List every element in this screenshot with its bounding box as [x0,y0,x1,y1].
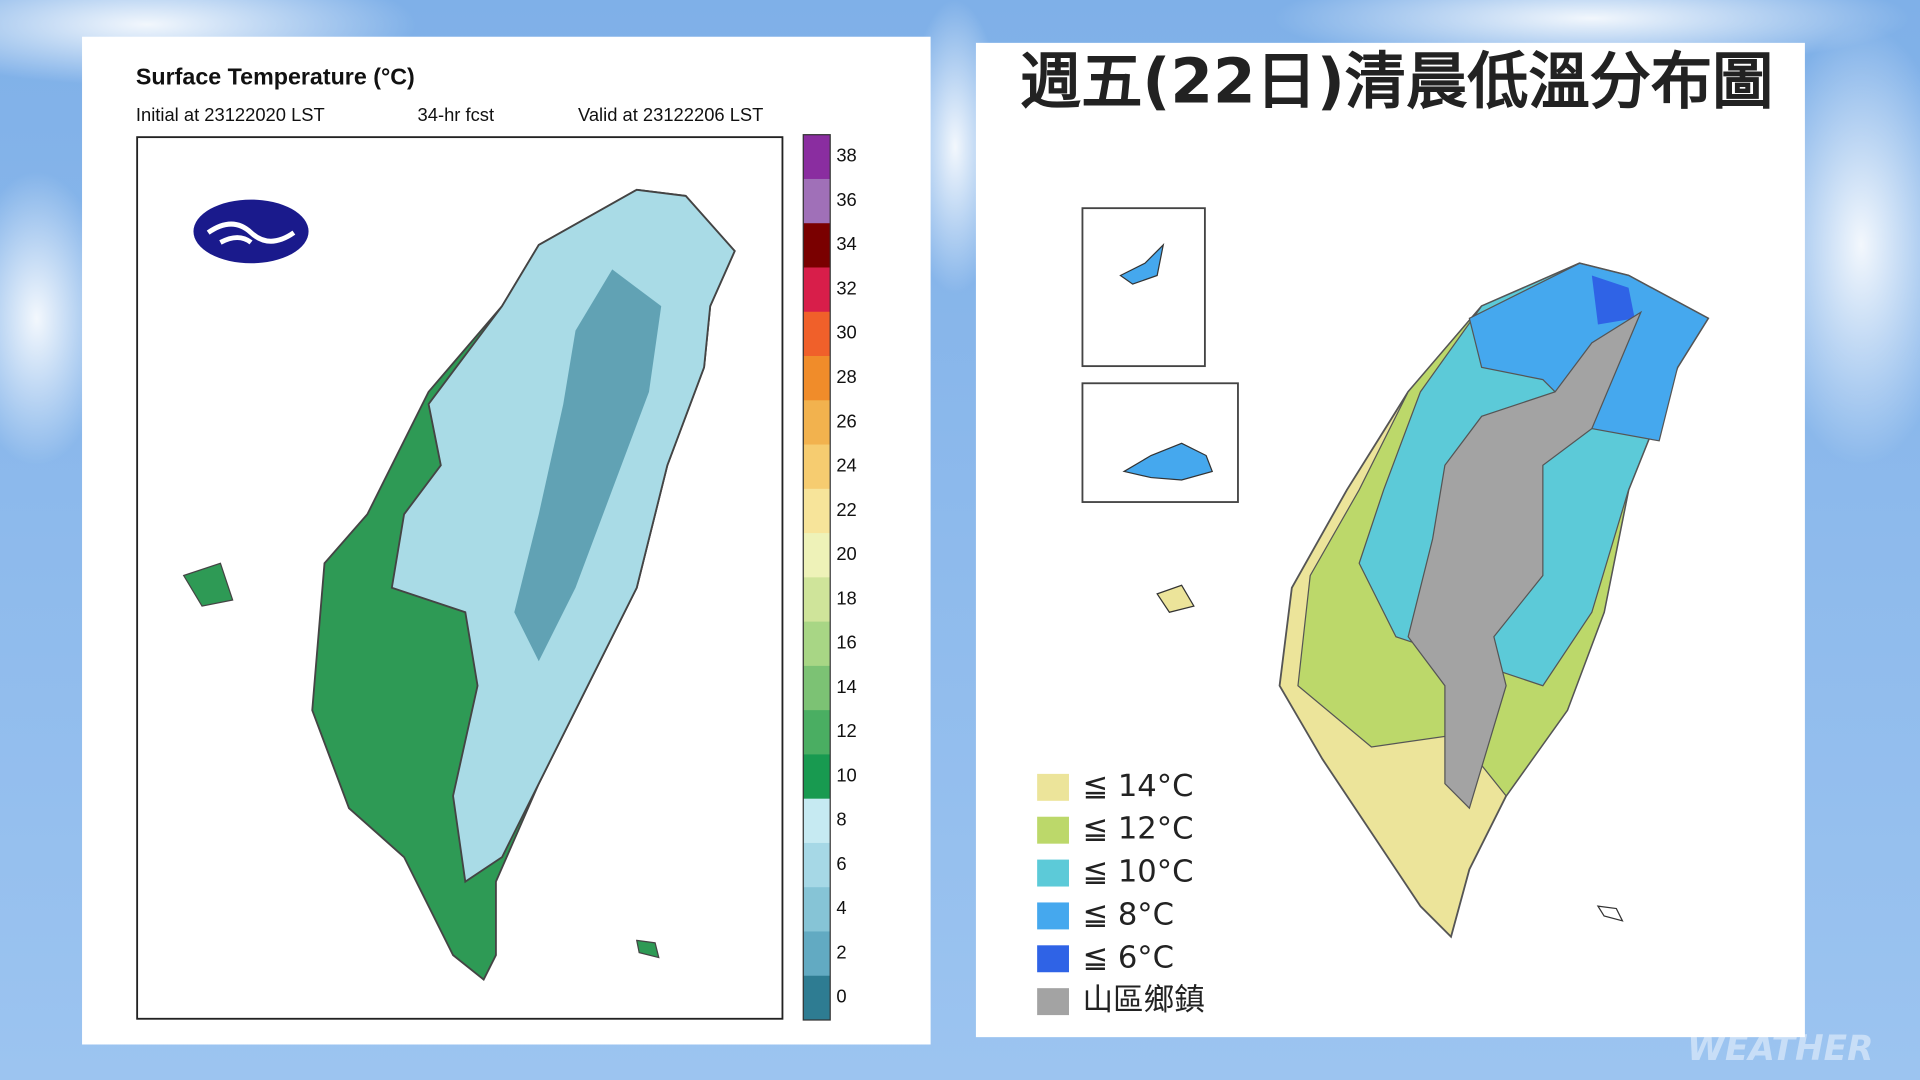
colorbar-segment [803,798,831,844]
colorbar-segment [803,577,831,622]
colorbar-label: 10 [836,764,856,785]
colorbar-label: 26 [836,410,856,431]
initial-time: Initial at 23122020 LST [136,104,325,125]
colorbar-label: 18 [836,587,856,608]
valid-time: Valid at 23122206 LST [578,104,763,125]
colorbar-segment [803,842,831,888]
map-title: Surface Temperature (°C) [136,64,415,90]
panel-title: 週五(22日)清晨低溫分布圖 [1020,46,1773,117]
colorbar-label: 6 [836,853,846,874]
colorbar-segment [803,356,831,401]
mountain-cold-zone [514,269,662,662]
watermark: WEATHER [1687,1029,1873,1069]
colorbar-label: 24 [836,455,856,476]
penghu-islands [1156,584,1195,613]
mountain-zone [1407,310,1643,810]
colorbar-segment [803,488,831,534]
matsu-inset [1081,207,1206,368]
penghu-islands [182,562,234,607]
legend-label: ≦ 10°C [1082,855,1193,890]
colorbar-label: 38 [836,145,856,166]
colorbar-label: 12 [836,720,856,741]
colorbar-segment [803,975,831,1021]
colorbar-segment [803,621,831,667]
colorbar-label: 8 [836,809,846,830]
colorbar-segment [803,400,831,445]
zone-6 [1591,275,1635,325]
colorbar-label: 4 [836,897,846,918]
colorbar-label: 22 [836,499,856,520]
colorbar-segment [803,223,831,268]
legend-swatch [1037,988,1069,1016]
colorbar-label: 36 [836,189,856,210]
colorbar-segment [803,178,831,224]
legend-swatch [1037,945,1069,973]
legend: ≦ 14°C ≦ 12°C ≦ 10°C ≦ 8°C ≦ 6°C 山區鄉鎮 [1037,769,1205,1018]
legend-swatch [1037,816,1069,844]
taiwan-low-temperature-map [1156,262,1710,939]
colorbar-segment [803,134,831,180]
lanyu-island [1596,905,1624,922]
colorbar-segment [803,267,831,313]
legend-swatch [1037,902,1069,930]
colorbar-frame [802,134,831,1021]
colorbar-label: 34 [836,233,856,254]
colorbar-label: 14 [836,676,856,697]
legend-label: ≦ 6°C [1082,940,1174,975]
colorbar-segment [803,710,831,755]
colorbar-segment [803,665,831,711]
colorbar-segment [803,444,831,490]
legend-swatch [1037,773,1069,801]
colorbar-label: 28 [836,366,856,387]
legend-label: ≦ 14°C [1082,769,1193,804]
forecast-hour: 34-hr fcst [418,104,495,125]
colorbar-label: 0 [836,986,846,1007]
legend-label: ≦ 12°C [1082,812,1193,847]
colorbar-segment [803,311,831,357]
colorbar-label: 30 [836,322,856,343]
kinmen-inset [1081,382,1239,503]
lanyu-island [635,939,660,959]
colorbar-segment [803,887,831,932]
kinmen-islands [1122,442,1214,481]
colorbar-label: 32 [836,277,856,298]
taiwan-temperature-map [182,188,736,982]
colorbar-segment [803,533,831,578]
colorbar-label: 16 [836,632,856,653]
matsu-islands [1119,243,1165,285]
colorbar-segment [803,754,831,800]
colorbar-segment [803,931,831,977]
legend-swatch [1037,859,1069,887]
colorbar-label: 20 [836,543,856,564]
logo-mark [206,221,296,245]
legend-label: 山區鄉鎮 [1082,983,1204,1018]
colorbar-label: 2 [836,941,846,962]
legend-label: ≦ 8°C [1082,897,1174,932]
